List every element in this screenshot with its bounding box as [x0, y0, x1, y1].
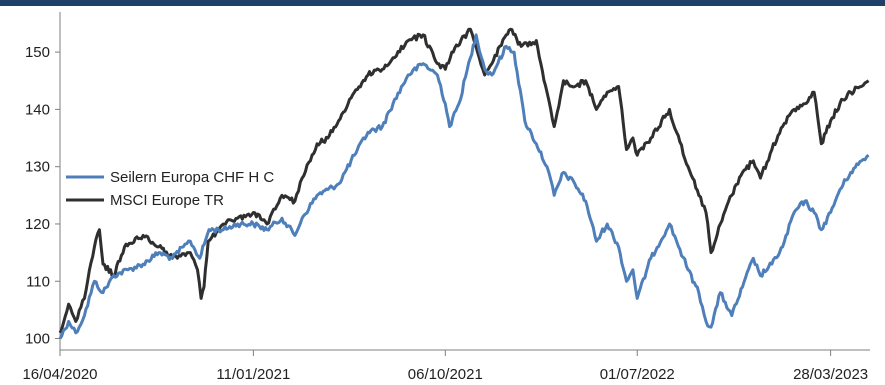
x-tick-group: 16/04/2020 11/01/2021 06/10/2021 01/07/2022… [22, 350, 868, 383]
x-axis: 16/04/2020 11/01/2021 06/10/2021 01/07/2022… [22, 349, 870, 383]
y-tick-group: 100 110 120 130 140 150 [25, 44, 60, 348]
y-axis: 100 110 120 130 140 150 [25, 12, 61, 350]
x-tick-label: 11/01/2021 [216, 366, 290, 383]
y-tick-label: 140 [25, 101, 50, 118]
y-tick-label: 150 [25, 44, 50, 61]
header-bar [0, 0, 885, 6]
x-tick-label: 28/03/2023 [793, 366, 868, 383]
x-tick-label: 06/10/2021 [408, 366, 483, 383]
series-line-msci [58, 27, 870, 334]
y-tick-label: 100 [25, 331, 50, 348]
y-tick-label: 110 [26, 273, 50, 290]
series-line-seilern [58, 33, 870, 340]
x-tick-label: 16/04/2020 [22, 366, 97, 383]
series-layer [58, 27, 870, 340]
legend: Seilern Europa CHF H C MSCI Europe TR [66, 169, 274, 209]
y-tick-label: 130 [25, 159, 50, 176]
x-tick-label: 01/07/2022 [600, 366, 675, 383]
legend-label-msci: MSCI Europe TR [110, 192, 224, 209]
y-tick-label: 120 [25, 216, 50, 233]
legend-label-seilern: Seilern Europa CHF H C [110, 169, 274, 186]
